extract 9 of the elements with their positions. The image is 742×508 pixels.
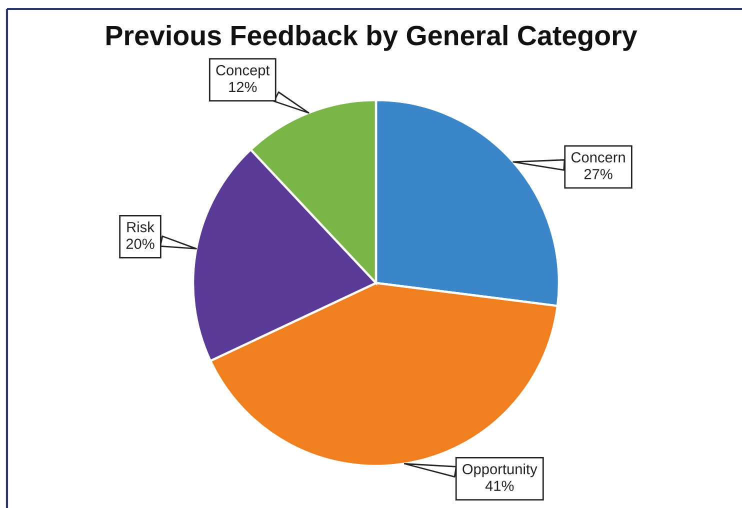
slice-label: Concern [571, 152, 625, 163]
data-label: 41% [485, 480, 514, 491]
slice-label: Risk [127, 222, 154, 232]
slice-label: Opportunity [462, 464, 538, 478]
data-label: 20% [126, 238, 154, 250]
chart-title: Previous Feedback by General Category [106, 24, 638, 52]
data-label: 27% [584, 168, 612, 180]
slice-label: Concept [216, 65, 270, 78]
data-label: 12% [229, 82, 257, 92]
